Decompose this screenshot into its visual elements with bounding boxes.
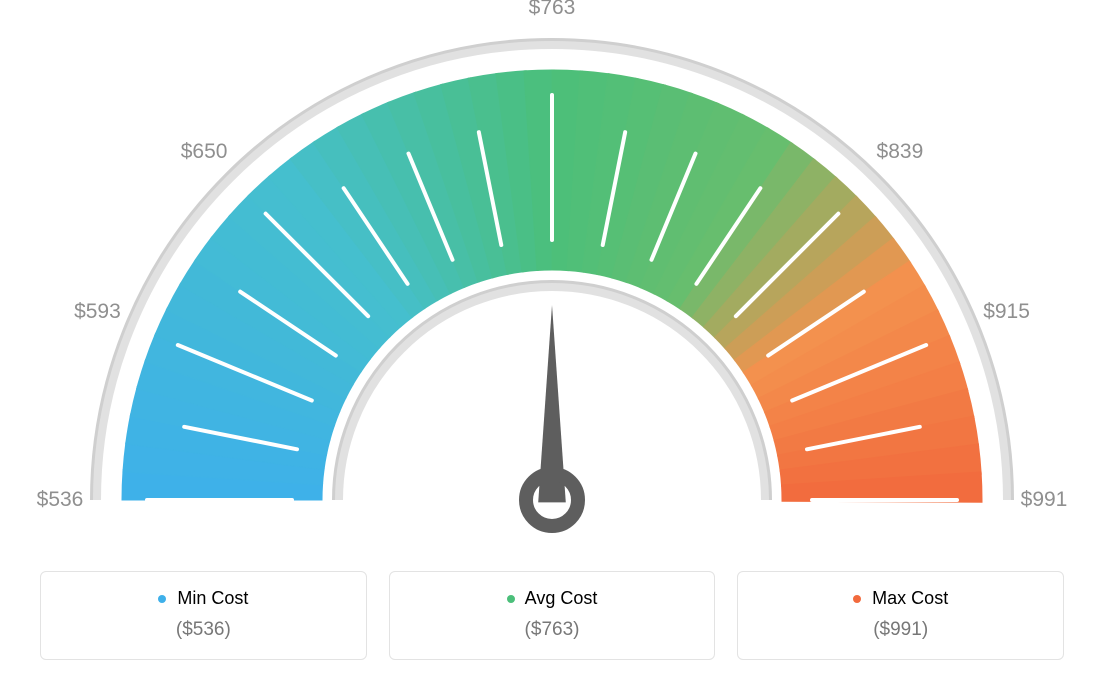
scale-label: $915 [983, 300, 1030, 324]
dot-icon [853, 595, 861, 603]
dot-icon [158, 595, 166, 603]
scale-label: $536 [37, 488, 84, 512]
scale-label: $991 [1021, 488, 1068, 512]
dot-icon [507, 595, 515, 603]
scale-label: $650 [181, 140, 228, 164]
legend-title-text: Min Cost [177, 588, 248, 608]
legend-title-min: Min Cost [51, 588, 356, 609]
legend-value-max: ($991) [748, 619, 1053, 641]
gauge-svg [0, 0, 1104, 570]
legend-title-text: Max Cost [872, 588, 948, 608]
legend-title-max: Max Cost [748, 588, 1053, 609]
legend-title-avg: Avg Cost [400, 588, 705, 609]
cost-gauge-chart: $536 $593 $650 $763 $839 $915 $991 Min Cost ($… [0, 0, 1104, 690]
gauge-area: $536 $593 $650 $763 $839 $915 $991 [0, 0, 1104, 570]
legend-card-avg: Avg Cost ($763) [389, 571, 716, 660]
legend-value-avg: ($763) [400, 619, 705, 641]
scale-label: $593 [74, 300, 121, 324]
legend-value-min: ($536) [51, 619, 356, 641]
legend-row: Min Cost ($536) Avg Cost ($763) Max Cost… [40, 571, 1064, 660]
scale-label: $839 [877, 140, 924, 164]
legend-title-text: Avg Cost [525, 588, 598, 608]
scale-label: $763 [529, 0, 576, 20]
legend-card-min: Min Cost ($536) [40, 571, 367, 660]
legend-card-max: Max Cost ($991) [737, 571, 1064, 660]
